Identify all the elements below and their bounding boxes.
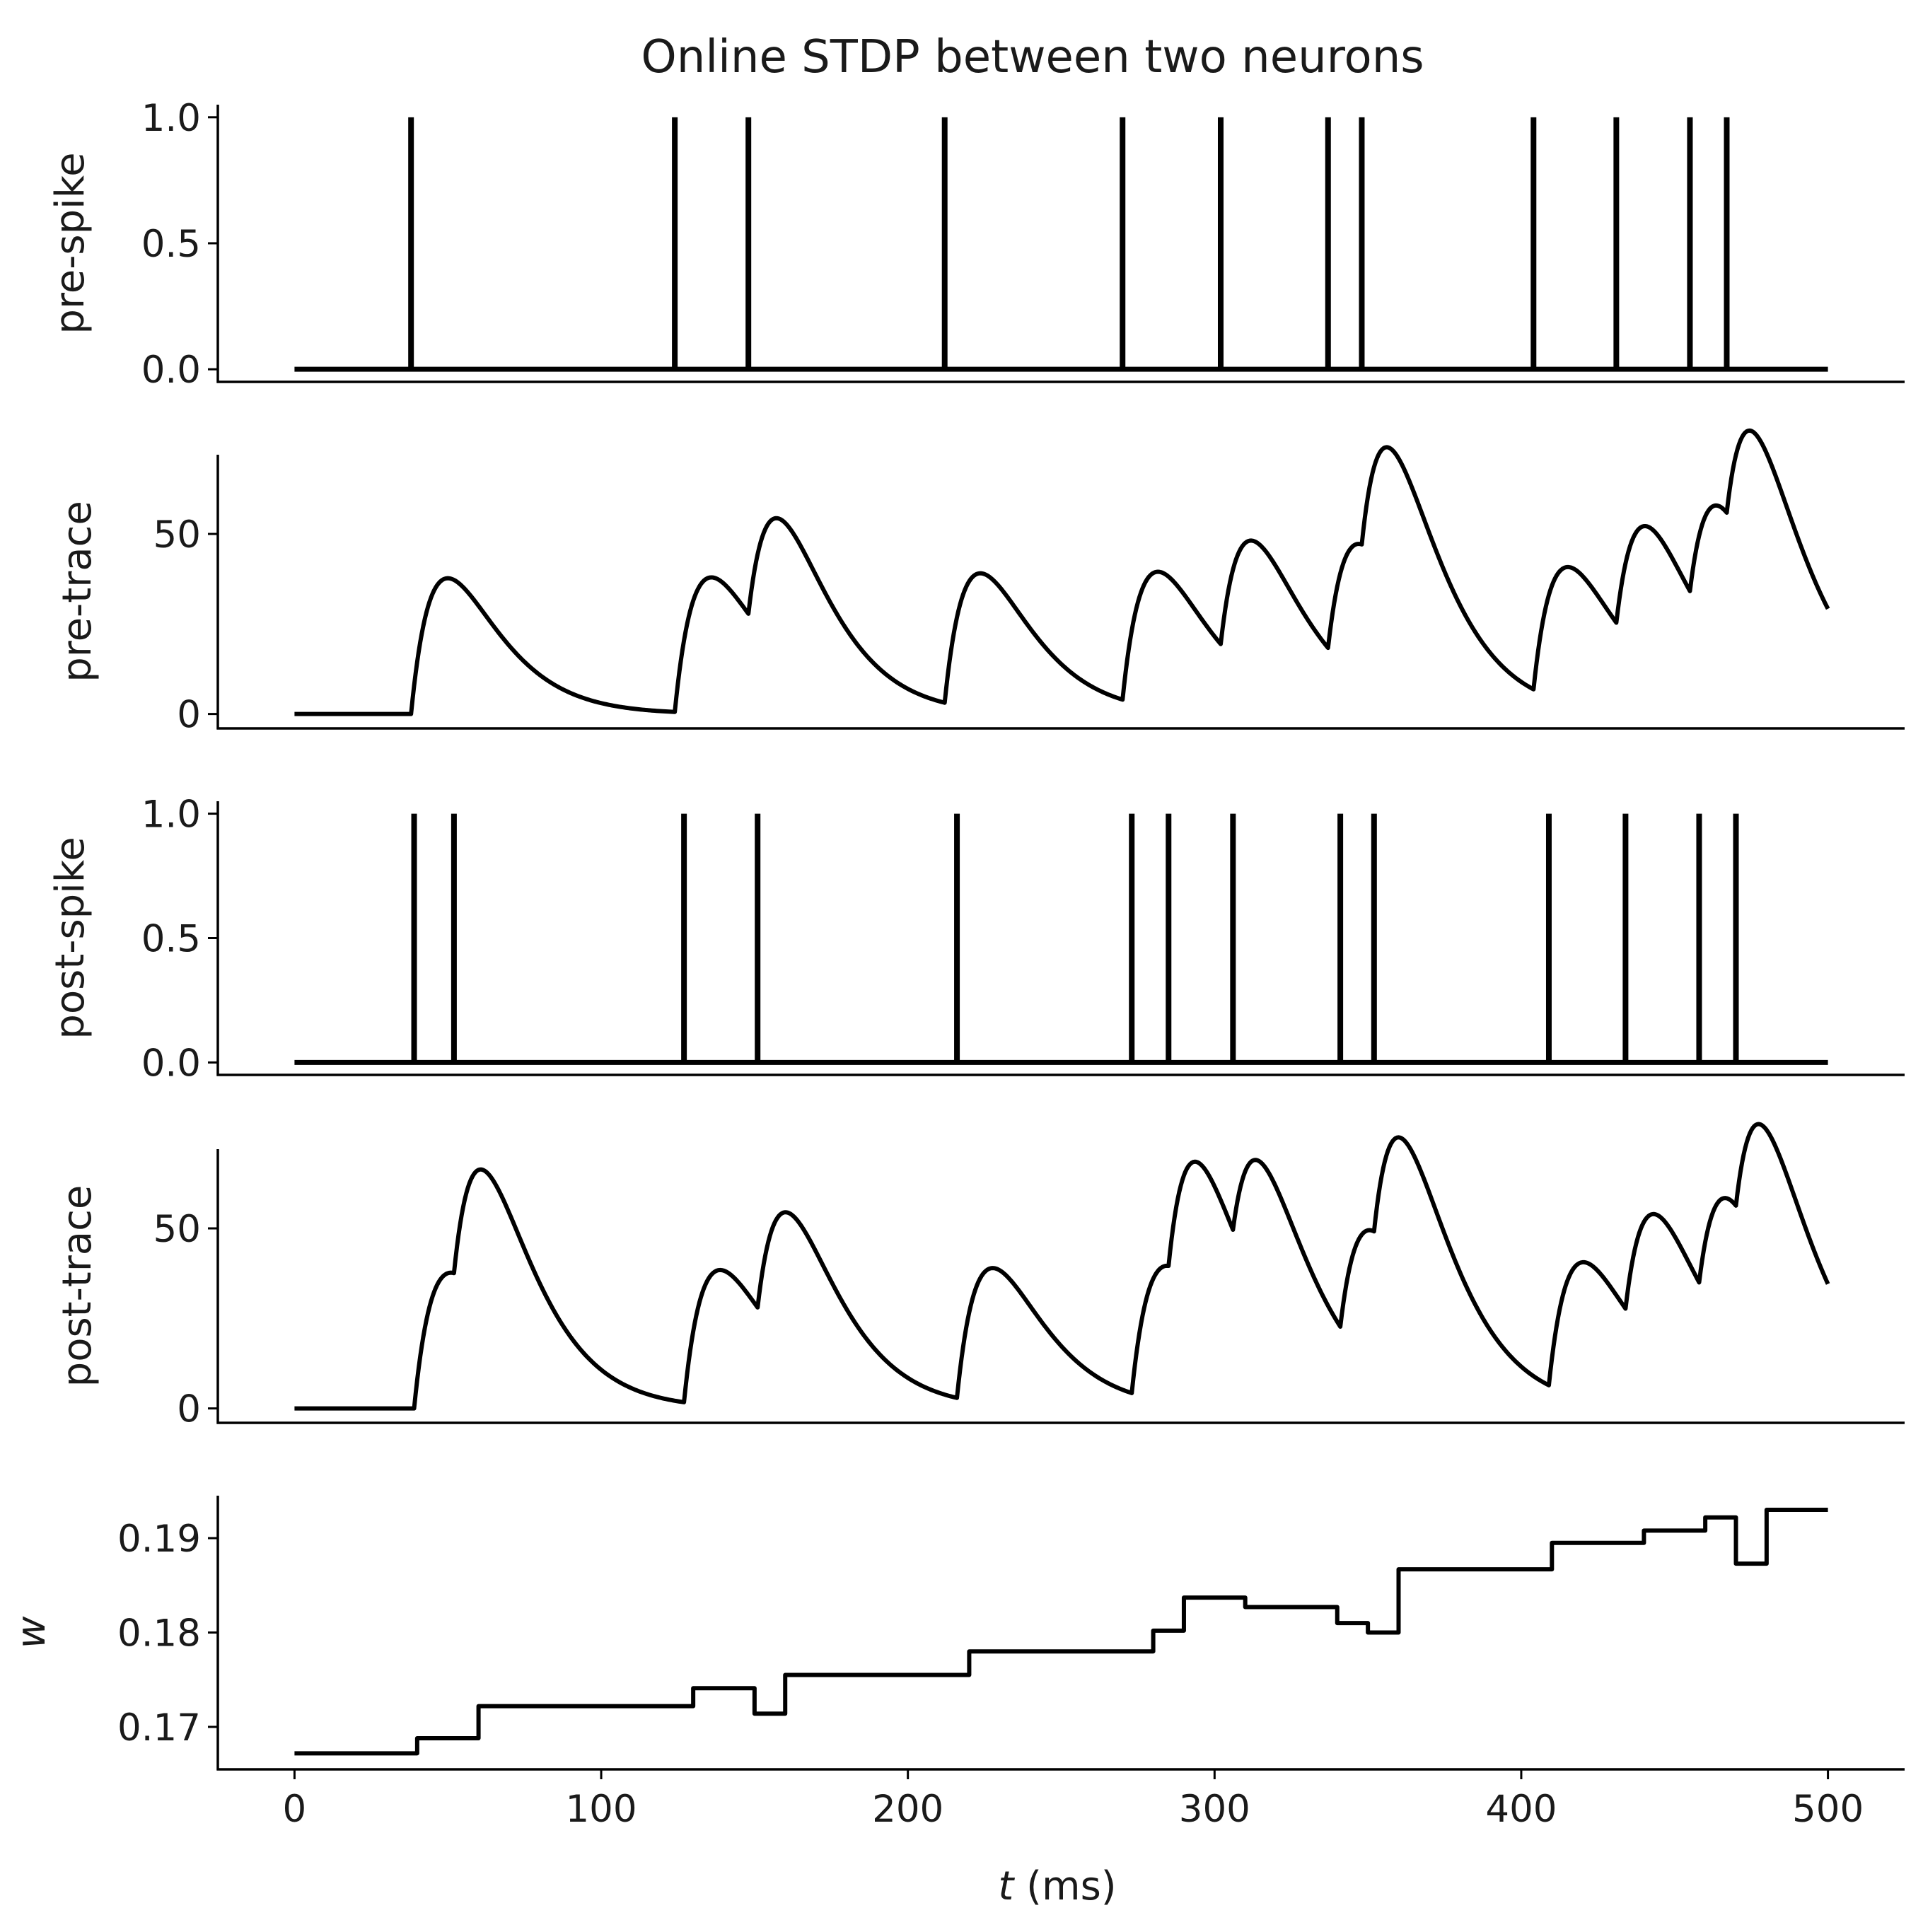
y-axis-label: pre-trace bbox=[54, 501, 100, 682]
trace-line bbox=[294, 1122, 1830, 1411]
panel-post-trace: 0 50 post-trace bbox=[54, 1122, 1905, 1431]
x-tick-label: 400 bbox=[1485, 1788, 1557, 1831]
y-tick-label: 0.18 bbox=[117, 1612, 201, 1655]
y-tick-label: 0.5 bbox=[141, 223, 201, 266]
x-axis: 0 100 200 300 400 500 bbox=[283, 1769, 1864, 1831]
x-tick-label: 300 bbox=[1179, 1788, 1250, 1831]
y-tick-label: 50 bbox=[153, 513, 201, 557]
chart-title: Online STDP between two neurons bbox=[641, 31, 1424, 83]
x-axis-label-var: t bbox=[998, 1863, 1015, 1909]
weight-step-line bbox=[294, 1508, 1828, 1756]
y-tick-label: 0.0 bbox=[141, 349, 201, 392]
x-tick-label: 500 bbox=[1792, 1788, 1864, 1831]
y-axis-label: post-trace bbox=[54, 1185, 100, 1387]
y-axis-label: pre-spike bbox=[47, 152, 93, 334]
y-tick-label: 1.0 bbox=[141, 97, 201, 140]
panel-w: 0.17 0.18 0.19 w bbox=[8, 1496, 1905, 1771]
panel-post-spike: 0.0 0.5 1.0 post-spike bbox=[47, 793, 1905, 1085]
y-tick-label: 50 bbox=[153, 1208, 201, 1251]
x-tick-label: 200 bbox=[872, 1788, 943, 1831]
y-tick-label: 0.19 bbox=[117, 1518, 201, 1561]
y-tick-label: 1.0 bbox=[141, 793, 201, 837]
x-axis-label: t (ms) bbox=[998, 1863, 1116, 1909]
y-tick-label: 0 bbox=[177, 1388, 201, 1431]
x-tick-label: 0 bbox=[283, 1788, 307, 1831]
y-axis-label: post-spike bbox=[47, 837, 93, 1039]
y-axis-label: w bbox=[8, 1616, 54, 1648]
panels: 0.0 0.5 1.0 pre-spike 0 50 pre-trace 0.0 0.5 1.0 p… bbox=[8, 97, 1905, 1771]
x-tick-label: 100 bbox=[565, 1788, 637, 1831]
panel-pre-spike: 0.0 0.5 1.0 pre-spike bbox=[47, 97, 1905, 392]
y-tick-label: 0.17 bbox=[117, 1706, 201, 1750]
x-axis-label-unit: (ms) bbox=[1026, 1863, 1116, 1909]
trace-line bbox=[294, 428, 1830, 716]
panel-pre-trace: 0 50 pre-trace bbox=[54, 428, 1905, 737]
y-tick-label: 0.0 bbox=[141, 1042, 201, 1085]
y-tick-label: 0.5 bbox=[141, 918, 201, 961]
y-tick-label: 0 bbox=[177, 694, 201, 737]
